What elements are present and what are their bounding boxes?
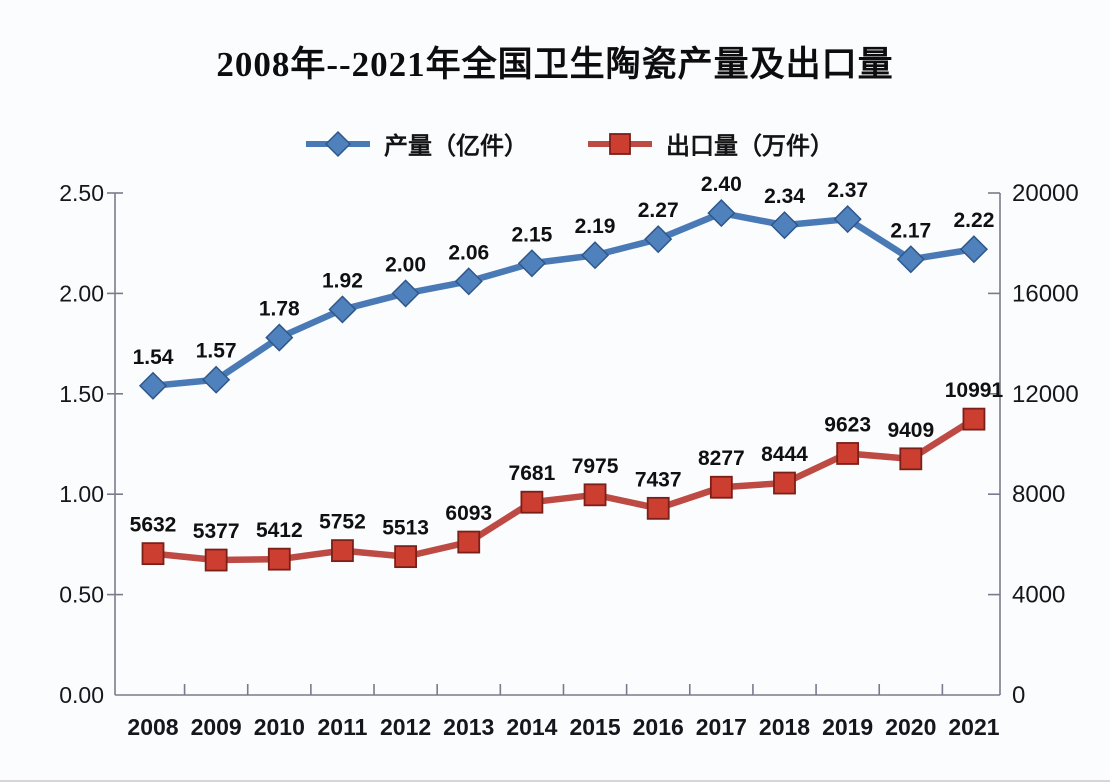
right-axis-tick-label: 12000	[1012, 381, 1079, 408]
square-marker	[899, 447, 923, 471]
x-axis-category-label: 2010	[254, 714, 305, 740]
data-label: 5632	[130, 514, 177, 537]
data-label: 2.27	[638, 199, 679, 222]
square-marker	[141, 542, 165, 566]
data-label: 10991	[945, 379, 1004, 402]
left-axis-tick-label: 1.00	[59, 481, 104, 507]
x-axis-category-label: 2008	[127, 714, 178, 740]
data-label: 2.37	[827, 179, 868, 202]
x-axis-category-label: 2009	[191, 714, 242, 740]
square-marker	[331, 539, 354, 563]
diamond-marker	[959, 235, 989, 264]
x-axis-category-label: 2020	[885, 714, 936, 740]
x-axis-category-label: 2011	[317, 714, 367, 740]
data-label: 1.78	[259, 298, 300, 321]
data-label: 2.15	[511, 223, 552, 246]
diamond-marker	[644, 225, 673, 254]
data-label: 1.54	[133, 346, 174, 369]
x-axis-category-label: 2019	[822, 714, 873, 740]
diamond-marker	[202, 365, 231, 394]
x-axis-category-label: 2017	[696, 714, 747, 740]
bottom-edge-line	[0, 780, 1110, 782]
square-marker	[394, 545, 418, 569]
x-axis-category-label: 2013	[443, 714, 494, 740]
data-label: 1.92	[322, 269, 363, 292]
diamond-marker	[707, 199, 736, 228]
square-marker	[457, 530, 481, 554]
data-label: 2.22	[954, 209, 995, 232]
export-line-marker-icon	[588, 132, 652, 155]
x-axis-category-label: 2016	[633, 714, 684, 740]
data-label: 5412	[256, 519, 303, 542]
data-label: 7681	[509, 462, 556, 485]
legend: 产量（亿件） 出口量（万件）	[0, 126, 1110, 161]
data-label: 8444	[761, 443, 808, 466]
left-axis-tick-label: 2.00	[59, 280, 104, 306]
square-marker	[520, 490, 544, 514]
square-marker	[709, 475, 733, 499]
data-label: 2.06	[448, 241, 489, 264]
diamond-marker	[580, 241, 610, 270]
data-label: 7437	[635, 468, 682, 491]
right-axis-tick-label: 20000	[1012, 180, 1079, 207]
production-line-marker-icon	[306, 130, 370, 157]
right-axis-tick-label: 0	[1012, 682, 1025, 709]
data-label: 9623	[824, 413, 871, 436]
data-label: 2.00	[385, 253, 426, 276]
data-label: 2.40	[701, 173, 742, 196]
data-label: 8277	[698, 447, 745, 470]
data-label: 1.57	[196, 340, 237, 363]
square-marker	[267, 547, 291, 571]
square-marker	[962, 407, 986, 431]
data-label: 6093	[445, 502, 492, 525]
x-axis-category-label: 2021	[948, 714, 999, 740]
diamond-marker	[454, 267, 483, 296]
x-axis-category-label: 2018	[759, 714, 810, 740]
legend-item-production: 产量（亿件）	[304, 126, 528, 161]
diamond-marker	[328, 295, 357, 324]
x-axis-category-label: 2014	[506, 714, 557, 740]
right-axis-tick-label: 4000	[1012, 582, 1065, 609]
left-axis-tick-label: 0.50	[59, 582, 104, 608]
right-axis-tick-label: 16000	[1012, 280, 1079, 307]
diamond-marker	[265, 323, 294, 352]
data-label: 5377	[193, 520, 240, 543]
legend-label-export: 出口量（万件）	[666, 133, 834, 160]
square-marker	[204, 548, 228, 572]
diamond-marker	[138, 371, 168, 400]
diamond-marker	[391, 279, 420, 308]
x-axis-category-label: 2015	[569, 714, 620, 740]
square-marker	[583, 483, 607, 507]
data-label: 2.19	[575, 215, 616, 238]
data-label: 2.34	[764, 185, 805, 208]
data-label: 9409	[887, 419, 934, 442]
chart-title: 2008年--2021年全国卫生陶瓷产量及出口量	[216, 45, 894, 84]
diamond-marker	[770, 211, 799, 240]
diamond-marker	[517, 249, 546, 278]
data-label: 5513	[382, 517, 429, 540]
diamond-marker	[833, 205, 862, 234]
left-axis-tick-label: 0.00	[59, 682, 104, 708]
right-axis-tick-label: 8000	[1012, 481, 1065, 508]
square-marker	[773, 471, 796, 495]
left-axis-tick-label: 2.50	[59, 180, 104, 206]
left-axis-tick-label: 1.50	[59, 381, 104, 407]
legend-label-production: 产量（亿件）	[384, 133, 528, 160]
legend-item-export: 出口量（万件）	[586, 126, 834, 161]
data-label: 7975	[572, 455, 619, 478]
data-label: 5752	[319, 511, 366, 534]
diamond-marker	[896, 245, 925, 274]
data-label: 2.17	[890, 219, 931, 242]
square-marker	[836, 442, 860, 465]
square-marker	[646, 496, 670, 520]
x-axis-category-label: 2012	[380, 714, 431, 740]
